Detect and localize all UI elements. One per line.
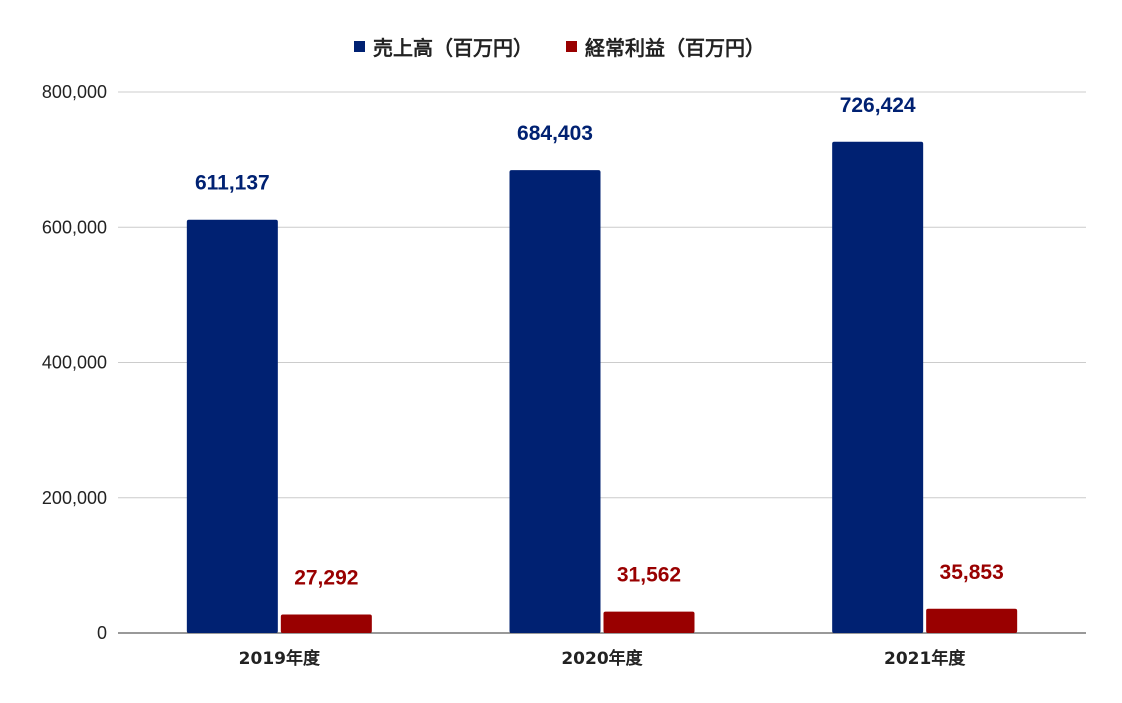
data-label-profit: 35,853 [940, 561, 1004, 584]
bar-sales [509, 170, 601, 633]
y-tick-label: 800,000 [42, 82, 107, 102]
y-tick-label: 200,000 [42, 488, 107, 508]
x-category-label: 2019年度 [239, 648, 321, 669]
x-axis: 2019年度 2020年度 2021年度 [239, 648, 967, 669]
x-category-label: 2020年度 [561, 648, 643, 669]
y-tick-label: 0 [97, 623, 107, 643]
data-label-sales: 726,424 [840, 94, 916, 117]
gridlines [118, 91, 1086, 634]
y-axis: 0 200,000 400,000 600,000 800,000 [42, 82, 107, 643]
bar-sales [186, 219, 278, 633]
legend: 売上高（百万円） 経常利益（百万円） [354, 36, 765, 60]
bar-sales [832, 141, 924, 633]
data-label-profit: 31,562 [617, 564, 681, 587]
legend-swatch-2 [566, 41, 577, 52]
x-category-label: 2021年度 [884, 648, 966, 669]
bars [186, 141, 1018, 633]
data-label-sales: 684,403 [517, 122, 593, 145]
data-label-sales: 611,137 [195, 172, 270, 195]
data-label-profit: 27,292 [294, 567, 358, 590]
legend-label-1: 売上高（百万円） [373, 36, 533, 60]
bar-profit [280, 614, 372, 633]
y-tick-label: 600,000 [42, 217, 107, 237]
data-labels: 611,137 27,292 684,403 31,562 726,424 35,853 [195, 94, 1004, 590]
legend-swatch-1 [354, 41, 365, 52]
bar-profit [926, 608, 1018, 633]
legend-label-2: 経常利益（百万円） [585, 36, 765, 60]
y-tick-label: 400,000 [42, 353, 107, 373]
bar-profit [603, 611, 695, 633]
